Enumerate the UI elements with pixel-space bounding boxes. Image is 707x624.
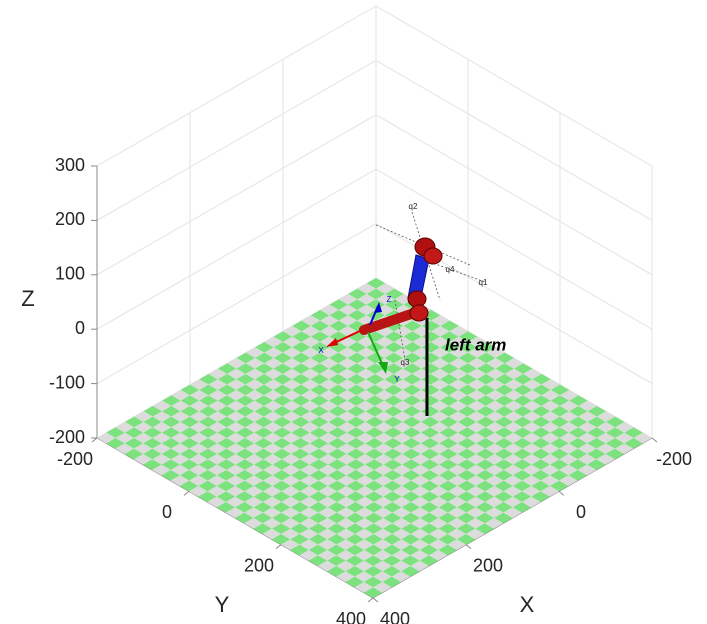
joint-label: q4 [446, 265, 455, 274]
frame-label: X [318, 346, 324, 355]
tick-mark [466, 545, 471, 549]
frame-label: Z [387, 295, 392, 304]
x-axis-label: X [520, 592, 535, 617]
x-tick-label: 400 [380, 609, 410, 624]
x-tick-label: 200 [473, 555, 503, 575]
x-tick-label: 0 [576, 502, 586, 522]
annotation: left arm [445, 335, 506, 354]
x-tick-label: -200 [656, 449, 692, 469]
joint-label: q1 [479, 278, 488, 287]
z-tick-label: 100 [55, 264, 85, 284]
y-tick-label: 200 [244, 555, 274, 575]
z-tick-label: -200 [49, 427, 85, 447]
frame-label: Y [394, 375, 400, 384]
joint [424, 248, 442, 264]
y-tick-label: 400 [336, 609, 366, 624]
grid-line [376, 60, 652, 220]
chart: X Y Z -200 -100 0 100 200 300 -200 0 200 400 -200 0… [0, 0, 707, 624]
joint-label: q3 [401, 358, 410, 367]
y-tick-label: -200 [57, 449, 93, 469]
grid-line [376, 6, 652, 166]
z-tick-label: 200 [55, 209, 85, 229]
tick-mark [368, 598, 373, 602]
grid-line [97, 60, 376, 220]
grid-line [97, 115, 376, 275]
grid-line [97, 6, 376, 166]
joint [408, 291, 426, 307]
tick-mark [373, 598, 378, 602]
y-tick-label: 0 [162, 502, 172, 522]
z-tick-label: -100 [49, 372, 85, 392]
z-axis-label: Z [21, 286, 34, 311]
y-axis-label: Y [215, 592, 230, 617]
joint [410, 305, 428, 321]
z-tick-label: 0 [75, 318, 85, 338]
tick-mark [276, 545, 281, 549]
tick-mark [184, 491, 189, 495]
joint-label: q2 [409, 202, 418, 211]
tick-mark [652, 438, 657, 442]
tick-mark [559, 491, 564, 495]
z-tick-label: 300 [55, 155, 85, 175]
tick-mark [92, 438, 97, 442]
